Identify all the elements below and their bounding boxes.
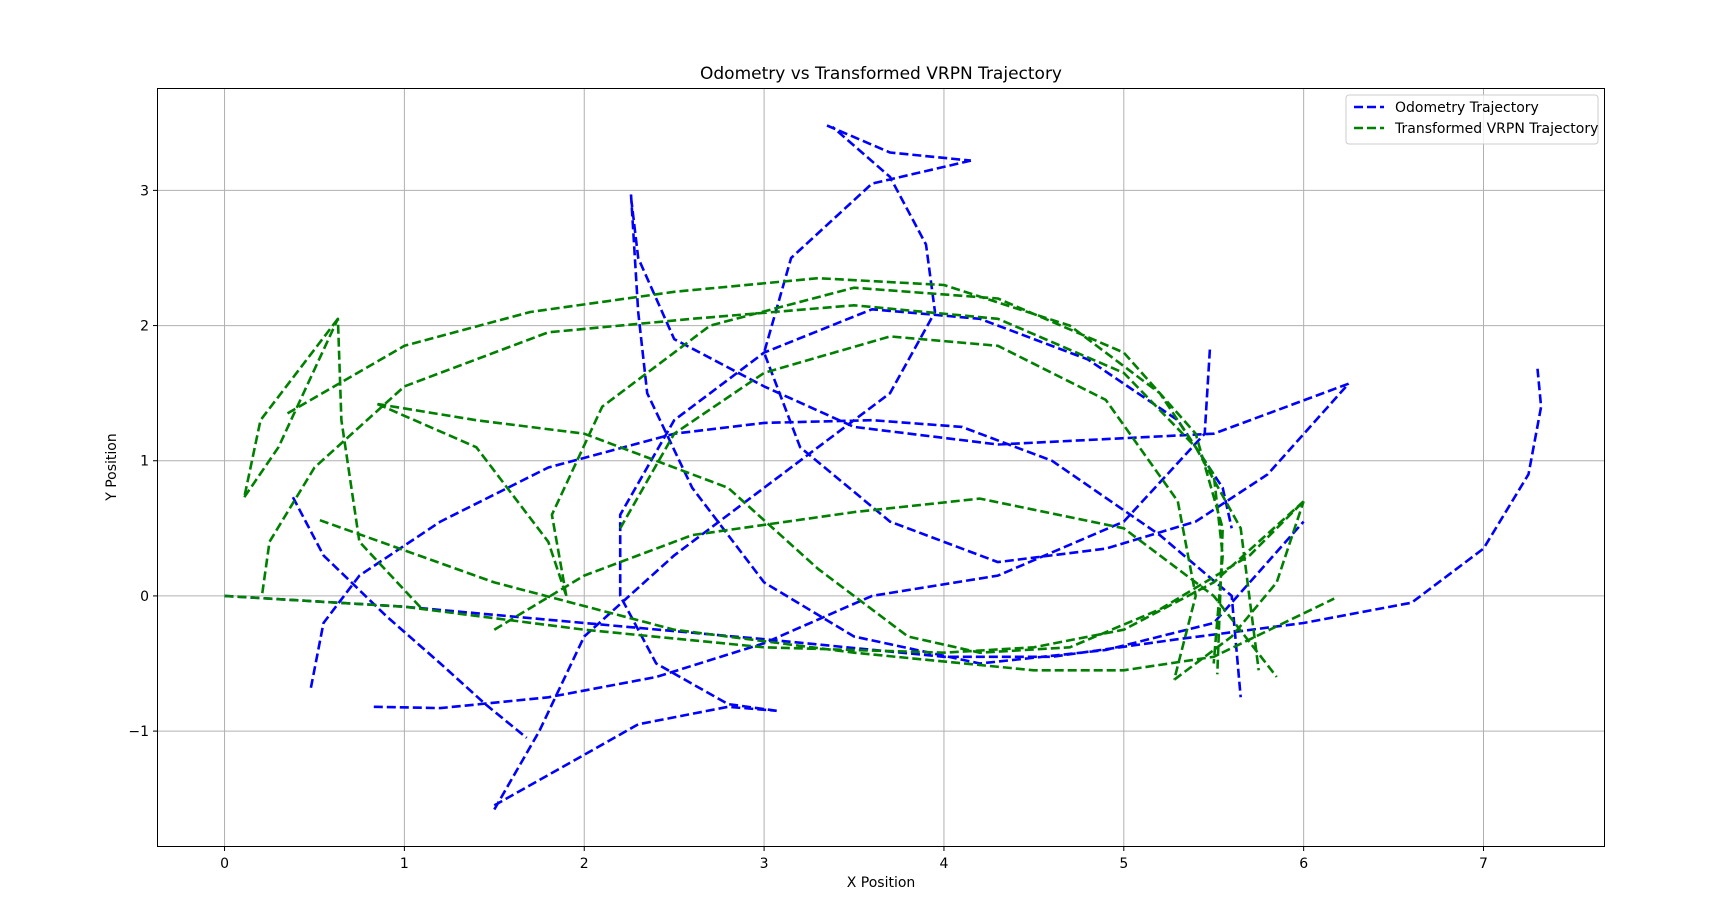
y-axis-label: Y Position bbox=[104, 433, 120, 502]
legend-vrpn-label: Transformed VRPN Trajectory bbox=[1394, 121, 1598, 137]
x-tick-label: 3 bbox=[760, 856, 769, 872]
legend-box bbox=[1345, 94, 1599, 145]
axis-ticks: 0 1 2 3 4 5 6 7 −1 0 1 2 3 bbox=[128, 183, 1488, 872]
x-axis-label: X Position bbox=[847, 875, 916, 891]
x-tick-label: 0 bbox=[220, 856, 229, 872]
x-tick-label: 5 bbox=[1119, 856, 1128, 872]
x-tick-label: 7 bbox=[1479, 856, 1488, 872]
grid-lines bbox=[158, 89, 1604, 846]
y-tick-label: 0 bbox=[140, 589, 149, 605]
x-tick-label: 1 bbox=[400, 856, 409, 872]
x-tick-label: 4 bbox=[939, 856, 948, 872]
series-line-vrpn bbox=[224, 276, 1335, 681]
chart-title: Odometry vs Transformed VRPN Trajectory bbox=[700, 64, 1062, 84]
series-line-odometry bbox=[224, 124, 1543, 811]
legend-odometry-label: Odometry Trajectory bbox=[1395, 100, 1539, 116]
series-layer bbox=[224, 124, 1543, 811]
plot-frame bbox=[157, 88, 1605, 847]
y-tick-label: 1 bbox=[140, 454, 149, 470]
x-tick-label: 2 bbox=[580, 856, 589, 872]
x-tick-label: 6 bbox=[1299, 856, 1308, 872]
y-tick-label: 3 bbox=[140, 183, 149, 199]
legend: Odometry Trajectory Transformed VRPN Tra… bbox=[1345, 94, 1599, 145]
y-tick-label: −1 bbox=[128, 724, 149, 740]
y-tick-label: 2 bbox=[140, 319, 149, 335]
